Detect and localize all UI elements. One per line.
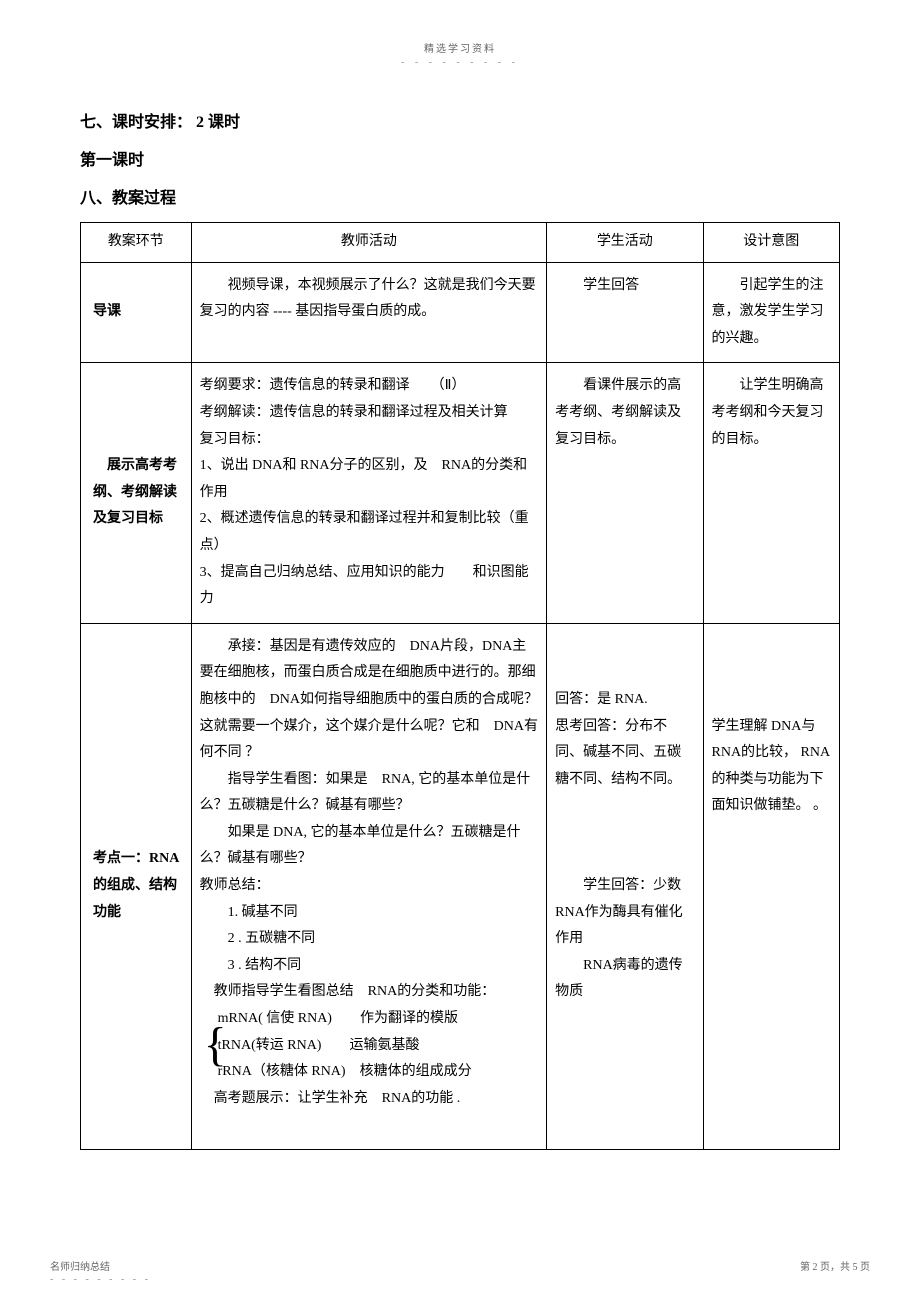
brace-item: tRNA(转运 RNA) 运输氨基酸 — [218, 1033, 538, 1060]
cell-design-2: 让学生明确高考考纲和今天复习的目标。 — [703, 363, 840, 623]
cell-student-3: 回答：是 RNA. 思考回答：分布不同、碱基不同、五碳糖不同、结构不同。 学生回… — [547, 623, 703, 1149]
student-line: 思考回答：分布不同、碱基不同、五碳糖不同、结构不同。 — [555, 714, 694, 794]
cell-stage-1: 导课 — [81, 262, 192, 363]
teacher-line: 指导学生看图：如果是 RNA, 它的基本单位是什么？五碳糖是什么？碱基有哪些？ — [200, 767, 538, 820]
section-7-sub: 第一课时 — [80, 146, 840, 170]
curly-brace-icon: { — [204, 1006, 227, 1086]
brace-item: rRNA（核糖体 RNA) 核糖体的组成成分 — [218, 1059, 538, 1086]
brace-item: mRNA( 信使 RNA) 作为翻译的模版 — [218, 1006, 538, 1033]
teacher-line: 3 . 结构不同 — [200, 953, 538, 980]
teacher-line: 教师总结： — [200, 873, 538, 900]
footer-right-text: 第 2 页，共 5 页 — [800, 1258, 870, 1273]
teacher-line: 承接：基因是有遗传效应的 DNA片段，DNA主要在细胞核，而蛋白质合成是在细胞质… — [200, 634, 538, 767]
lesson-plan-table: 教案环节 教师活动 学生活动 设计意图 导课 视频导课，本视频展示了什么？这就是… — [80, 222, 840, 1150]
section-8-heading: 八、教案过程 — [80, 184, 840, 208]
page-header-dots: - - - - - - - - - — [80, 57, 840, 68]
th-teacher: 教师活动 — [191, 223, 546, 263]
cell-teacher-3: 承接：基因是有遗传效应的 DNA片段，DNA主要在细胞核，而蛋白质合成是在细胞质… — [191, 623, 546, 1149]
student-line: 学生回答：少数 RNA作为酶具有催化作用 — [555, 873, 694, 953]
teacher-line: 2 . 五碳糖不同 — [200, 926, 538, 953]
th-design: 设计意图 — [703, 223, 840, 263]
teacher-line: 2、概述遗传信息的转录和翻译过程并和复制比较（重点） — [200, 506, 538, 559]
cell-stage-3: 考点一：RNA的组成、结构功能 — [81, 623, 192, 1149]
teacher-line: 1. 碱基不同 — [200, 900, 538, 927]
cell-student-1: 学生回答 — [547, 262, 703, 363]
student-line: RNA病毒的遗传物质 — [555, 953, 694, 1006]
th-stage: 教案环节 — [81, 223, 192, 263]
cell-design-3: 学生理解 DNA与RNA的比较， RNA的种类与功能为下面知识做铺垫。 。 — [703, 623, 840, 1149]
teacher-line: 1、说出 DNA和 RNA分子的区别，及 RNA的分类和作用 — [200, 453, 538, 506]
brace-group: { mRNA( 信使 RNA) 作为翻译的模版 tRNA(转运 RNA) 运输氨… — [200, 1006, 538, 1086]
table-row: 考点一：RNA的组成、结构功能 承接：基因是有遗传效应的 DNA片段，DNA主要… — [81, 623, 840, 1149]
footer-left-text: 名师归纳总结 — [50, 1258, 110, 1273]
table-row: 展示高考考纲、考纲解读及复习目标 考纲要求：遗传信息的转录和翻译 （Ⅱ） 考纲解… — [81, 363, 840, 623]
table-row: 导课 视频导课，本视频展示了什么？这就是我们今天要复习的内容 ---- 基因指导… — [81, 262, 840, 363]
teacher-line: 教师指导学生看图总结 RNA的分类和功能： — [200, 979, 538, 1006]
section-7-heading: 七、课时安排： 2 课时 — [80, 108, 840, 132]
cell-teacher-1: 视频导课，本视频展示了什么？这就是我们今天要复习的内容 ---- 基因指导蛋白质… — [191, 262, 546, 363]
teacher-line: 视频导课，本视频展示了什么？这就是我们今天要复习的内容 ---- 基因指导蛋白质… — [200, 273, 538, 326]
design-text: 学生理解 DNA与RNA的比较， RNA的种类与功能为下面知识做铺垫。 。 — [712, 719, 831, 814]
teacher-line: 考纲解读：遗传信息的转录和翻译过程及相关计算 — [200, 400, 538, 427]
cell-teacher-2: 考纲要求：遗传信息的转录和翻译 （Ⅱ） 考纲解读：遗传信息的转录和翻译过程及相关… — [191, 363, 546, 623]
teacher-line: 考纲要求：遗传信息的转录和翻译 （Ⅱ） — [200, 373, 538, 400]
cell-student-2: 看课件展示的高考考纲、考纲解读及复习目标。 — [547, 363, 703, 623]
cell-stage-2: 展示高考考纲、考纲解读及复习目标 — [81, 363, 192, 623]
cell-design-1: 引起学生的注意，激发学生学习的兴趣。 — [703, 262, 840, 363]
table-header-row: 教案环节 教师活动 学生活动 设计意图 — [81, 223, 840, 263]
th-student: 学生活动 — [547, 223, 703, 263]
teacher-line: 如果是 DNA, 它的基本单位是什么？五碳糖是什么？碱基有哪些？ — [200, 820, 538, 873]
teacher-line: 3、提高自己归纳总结、应用知识的能力 和识图能力 — [200, 560, 538, 613]
teacher-line: 复习目标： — [200, 427, 538, 454]
page-header-title: 精选学习资料 — [80, 40, 840, 55]
teacher-line: 高考题展示：让学生补充 RNA的功能 . — [200, 1086, 538, 1113]
footer-left-dots: - - - - - - - - - — [50, 1274, 151, 1285]
student-line: 回答：是 RNA. — [555, 687, 694, 714]
